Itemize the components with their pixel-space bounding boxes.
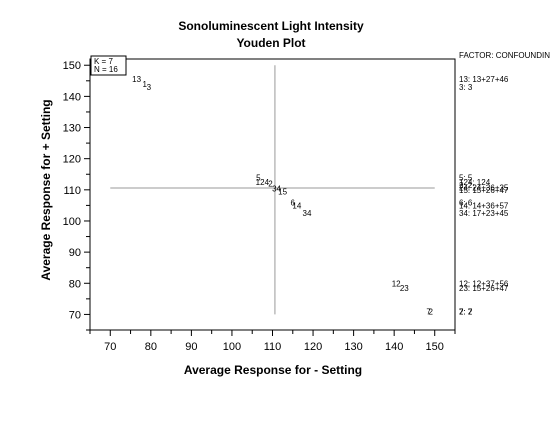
y-tick-label: 110 [63,185,81,197]
data-point-label: 5 [256,173,261,182]
x-tick-label: 130 [344,341,362,353]
y-tick-label: 130 [63,123,81,135]
chart-title: Sonoluminescent Light Intensity [178,19,364,33]
legend-entry: 14: 14+36+57 [459,201,509,210]
info-box-border [90,55,127,76]
x-axis: 70 80 90 100 110 120 130 140 150 [89,330,456,353]
legend-entry: 5: 5 [459,173,473,182]
y-tick-label: 80 [69,278,81,290]
data-point-label: 15 [278,187,287,196]
legend-entry: 13: 13+27+46 [459,75,509,84]
x-tick-label: 80 [145,341,157,353]
info-box-n: N = 16 [94,65,118,74]
legend-entry: 23: 15+26+47 [459,284,509,293]
x-tick-label: 90 [185,341,197,353]
confounding-legend: FACTOR: CONFOUNDING 13: 13+27+463: 3 5: 5… [459,51,550,316]
legend-entry: 15: 15+26+47 [459,186,509,195]
legend-header: FACTOR: CONFOUNDING [459,51,550,60]
data-point-label: 23 [400,284,409,293]
data-point-label: 14 [292,201,301,210]
data-point-label: 3 [147,83,152,92]
legend-entry: 24: 24+36+35 [459,183,509,192]
y-tick-label: 70 [69,309,81,321]
legend-entry: 2: 2 [459,307,473,316]
data-point-label: 13 [132,75,141,84]
y-axis-label: Average Response for + Setting [39,99,53,280]
x-tick-label: 100 [223,341,241,353]
x-tick-label: 120 [304,341,322,353]
data-point-label: 124 [256,178,270,187]
data-point-label: 34 [272,184,281,193]
x-tick-label: 140 [385,341,403,353]
y-axis: 70 80 90 100 110 120 130 140 150 [63,60,90,331]
y-tick-label: 90 [69,247,81,259]
legend-entry: 7: 7 [459,307,473,316]
data-point-label: 2 [428,307,433,316]
legend-entry: 124: 124 [459,178,491,187]
data-point-label: 1 [143,80,148,89]
legend-entry: 6: 6 [459,198,473,207]
data-point-label: 12 [392,279,401,288]
reference-lines [110,65,435,315]
x-tick-label: 110 [264,341,282,353]
y-tick-label: 140 [63,91,81,103]
y-tick-label: 100 [63,216,81,228]
info-box: K = 7 N = 16 [90,55,127,76]
data-point-label: 2 [268,180,273,189]
x-tick-label: 70 [104,341,116,353]
info-box-k: K = 7 [94,57,113,66]
data-point-label: 7 [426,307,431,316]
legend-entry: 34: 17+23+45 [459,209,509,218]
legend-entry: 2: 2 [459,181,473,190]
chart-subtitle: Youden Plot [236,36,305,50]
legend-entry: 3: 3 [459,83,473,92]
x-axis-label: Average Response for - Setting [184,363,362,377]
y-tick-label: 120 [63,154,81,166]
y-tick-label: 150 [63,60,81,72]
legend-entry: 12: 12+37+56 [459,279,509,288]
data-point-label: 6 [291,198,296,207]
data-point-label: 34 [303,209,312,218]
x-tick-label: 150 [426,341,444,353]
